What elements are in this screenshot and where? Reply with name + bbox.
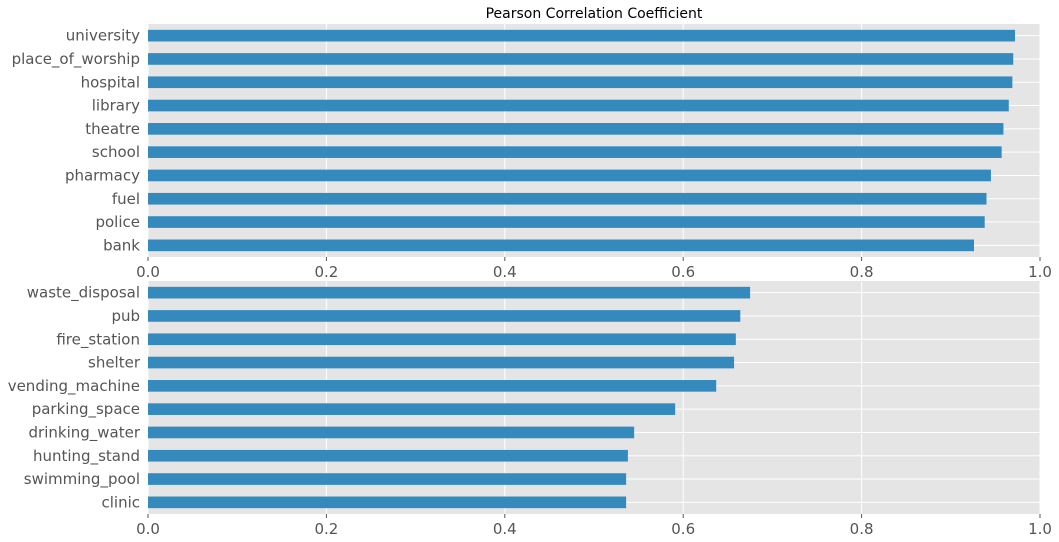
category-label: place_of_worship <box>12 50 140 69</box>
bar-parking_space <box>148 403 676 415</box>
bar-fire_station <box>148 333 736 346</box>
x-tick-label: 0.0 <box>136 520 160 538</box>
category-label: hunting_stand <box>33 447 140 466</box>
bar-theatre <box>148 123 1004 135</box>
x-tick-label: 0.6 <box>671 263 695 281</box>
top-panel: university place_of_worship hospital librar… <box>12 24 1052 281</box>
x-tick-label: 0.4 <box>493 520 517 538</box>
bar-swimming_pool <box>148 473 627 485</box>
bar-police <box>148 216 985 228</box>
chart-title: Pearson Correlation Coefficient <box>486 6 703 22</box>
bar-school <box>148 146 1002 158</box>
bar-place_of_worship <box>148 53 1014 65</box>
category-label: vending_machine <box>8 377 140 396</box>
category-label: pharmacy <box>65 166 140 184</box>
x-tick-label: 0.8 <box>850 520 874 538</box>
bar-bank <box>148 239 974 252</box>
category-label: police <box>95 213 140 231</box>
bar-clinic <box>148 496 627 509</box>
category-label: bank <box>103 236 140 254</box>
category-label: shelter <box>88 354 141 372</box>
category-label: drinking_water <box>29 423 141 442</box>
x-tick-label: 0.2 <box>314 263 338 281</box>
bar-shelter <box>148 356 735 369</box>
category-label: hospital <box>81 73 140 91</box>
category-label: fuel <box>112 190 140 208</box>
bar-hunting_stand <box>148 449 628 462</box>
bar-fuel <box>148 192 987 205</box>
category-label: parking_space <box>32 400 140 419</box>
category-label: library <box>92 97 140 115</box>
category-label: school <box>92 143 140 161</box>
x-tick-label: 0.2 <box>314 520 338 538</box>
bar-pub <box>148 310 741 322</box>
x-tick-label: 0.0 <box>136 263 160 281</box>
x-tick-label: 1.0 <box>1028 263 1052 281</box>
category-label: theatre <box>85 120 140 138</box>
category-label: university <box>66 27 140 45</box>
category-label: waste_disposal <box>27 284 140 303</box>
category-label: clinic <box>101 493 140 511</box>
category-label: pub <box>111 307 140 325</box>
bar-hospital <box>148 76 1013 89</box>
x-tick-label: 0.8 <box>850 263 874 281</box>
x-tick-label: 0.6 <box>671 520 695 538</box>
category-label: fire_station <box>56 330 140 349</box>
bar-drinking_water <box>148 426 635 439</box>
x-tick-label: 0.4 <box>493 263 517 281</box>
bar-waste_disposal <box>148 286 751 299</box>
bar-pharmacy <box>148 169 991 182</box>
bar-library <box>148 99 1009 112</box>
x-tick-label: 1.0 <box>1028 520 1052 538</box>
bar-university <box>148 29 1016 42</box>
bar-vending_machine <box>148 380 717 392</box>
category-label: swimming_pool <box>24 470 140 489</box>
